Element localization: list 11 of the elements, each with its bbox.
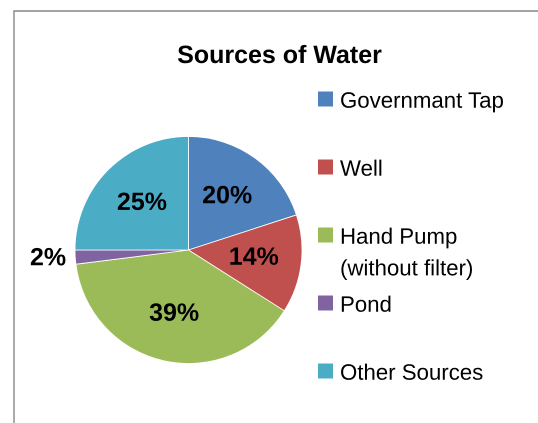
- legend-label: Governmant Tap: [341, 92, 503, 112]
- legend-label: Well: [340, 160, 382, 176]
- chart-title: Sources of Water: [178, 44, 382, 64]
- data-label: 14%: [230, 247, 278, 265]
- data-label: 39%: [150, 303, 198, 321]
- legend-label: Hand Pump (without filter): [341, 228, 472, 280]
- data-label: 25%: [118, 192, 166, 210]
- legend-label: Pond: [342, 296, 390, 312]
- legend-label: Other Sources: [341, 364, 482, 380]
- data-label: 2%: [30, 248, 66, 266]
- data-label: 20%: [203, 186, 252, 204]
